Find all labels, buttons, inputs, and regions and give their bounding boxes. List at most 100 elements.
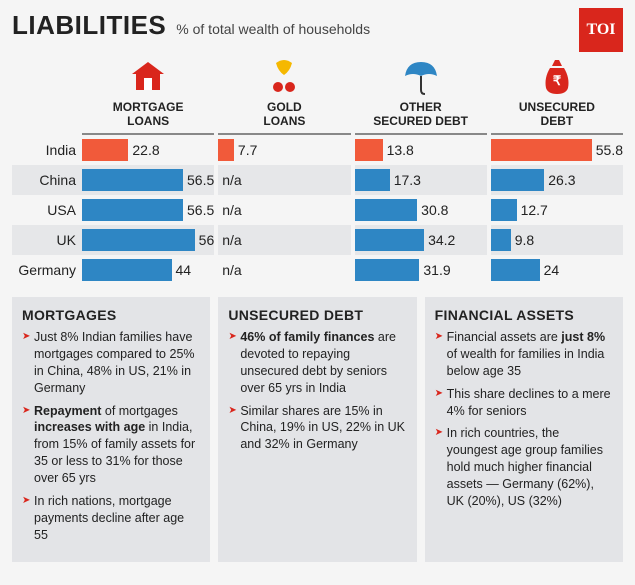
bar-row: n/a (218, 225, 350, 255)
note-column: MORTGAGES Just 8% Indian families have mo… (12, 297, 210, 562)
data-columns: MORTGAGE LOANS 22.8 56.5 56.5 5644 GOLD LOANS… (82, 49, 623, 285)
data-column-gold: GOLD LOANS 7.7 n/a n/a n/a n/a (218, 49, 350, 285)
data-column-mortgage: MORTGAGE LOANS 22.8 56.5 56.5 5644 (82, 49, 214, 285)
bar-row: 44 (82, 255, 214, 285)
column-header: MORTGAGE LOANS (82, 49, 214, 135)
bar (491, 199, 517, 221)
bar-row: 22.8 (82, 135, 214, 165)
header: LIABILITIES % of total wealth of househo… (12, 10, 623, 41)
bar-row: n/a (218, 195, 350, 225)
chart: IndiaChinaUSAUKGermany MORTGAGE LOANS 22.… (12, 49, 623, 285)
note-bullet: Similar shares are 15% in China, 19% in … (228, 403, 406, 454)
note-bullet: In rich nations, mortgage payments decli… (22, 493, 200, 544)
note-bullet: Just 8% Indian families have mortgages c… (22, 329, 200, 397)
bar-row: 31.9 (355, 255, 487, 285)
country-label: India (12, 135, 82, 165)
bar-row: 26.3 (491, 165, 623, 195)
column-header: ₹ UNSECURED DEBT (491, 49, 623, 135)
bar (355, 169, 390, 191)
bar-row: n/a (218, 255, 350, 285)
umbrella-icon (401, 57, 441, 97)
country-column: IndiaChinaUSAUKGermany (12, 49, 82, 285)
bar-row: 9.8 (491, 225, 623, 255)
bar (82, 169, 183, 191)
bar-value: 7.7 (234, 142, 257, 158)
note-column: FINANCIAL ASSETS Financial assets are jus… (425, 297, 623, 562)
bar-value: n/a (218, 172, 241, 188)
note-column: UNSECURED DEBT 46% of family finances are… (218, 297, 416, 562)
bar-row: 13.8 (355, 135, 487, 165)
column-label: UNSECURED DEBT (519, 101, 595, 129)
bar (82, 259, 172, 281)
bar-value: 22.8 (128, 142, 159, 158)
bar-row: 34.2 (355, 225, 487, 255)
bar-value: 56.5 (183, 202, 214, 218)
column-label: MORTGAGE LOANS (113, 101, 184, 129)
gold-icon (264, 57, 304, 97)
note-heading: UNSECURED DEBT (228, 307, 406, 323)
subtitle: % of total wealth of households (176, 21, 370, 37)
bar-value: 26.3 (544, 172, 575, 188)
bar-row: 17.3 (355, 165, 487, 195)
bar-row: 30.8 (355, 195, 487, 225)
note-bullet: Financial assets are just 8% of wealth f… (435, 329, 613, 380)
data-column-other_secured: OTHER SECURED DEBT 13.8 17.3 30.8 34.2 31.9 (355, 49, 487, 285)
bar-row: 56 (82, 225, 214, 255)
bar-value: 31.9 (419, 262, 450, 278)
bar-row: 24 (491, 255, 623, 285)
country-label: Germany (12, 255, 82, 285)
bar-row: 55.8 (491, 135, 623, 165)
toi-badge: TOI (579, 8, 623, 52)
column-label: GOLD LOANS (263, 101, 305, 129)
bar-value: 56.5 (183, 172, 214, 188)
column-label: OTHER SECURED DEBT (373, 101, 468, 129)
note-bullet: 46% of family finances are devoted to re… (228, 329, 406, 397)
note-bullet: This share declines to a mere 4% for sen… (435, 386, 613, 420)
bar-value: n/a (218, 202, 241, 218)
bar-value: n/a (218, 232, 241, 248)
bar-value: 34.2 (424, 232, 455, 248)
bar (491, 139, 592, 161)
column-header: OTHER SECURED DEBT (355, 49, 487, 135)
infographic: TOI LIABILITIES % of total wealth of hou… (0, 0, 635, 572)
moneybag-icon: ₹ (540, 57, 574, 97)
note-bullet: In rich countries, the youngest age grou… (435, 425, 613, 509)
bar-row: 12.7 (491, 195, 623, 225)
bar (82, 199, 183, 221)
note-heading: FINANCIAL ASSETS (435, 307, 613, 323)
bar (218, 139, 234, 161)
bar-value: 55.8 (592, 142, 623, 158)
bar-value: 30.8 (417, 202, 448, 218)
bar-value: 12.7 (517, 202, 548, 218)
bar-value: 44 (172, 262, 192, 278)
data-column-unsecured: ₹ UNSECURED DEBT 55.8 26.3 12.7 9.8 24 (491, 49, 623, 285)
bar-value: 9.8 (511, 232, 534, 248)
country-label: USA (12, 195, 82, 225)
note-bullet: Repayment of mortgages increases with ag… (22, 403, 200, 487)
bar-value: 24 (540, 262, 560, 278)
bar-row: n/a (218, 165, 350, 195)
bar-value: 17.3 (390, 172, 421, 188)
bar (82, 229, 195, 251)
bar (355, 199, 418, 221)
bar (355, 139, 383, 161)
bar-value: 13.8 (383, 142, 414, 158)
bar-row: 7.7 (218, 135, 350, 165)
bar-value: n/a (218, 262, 241, 278)
bar-row: 56.5 (82, 195, 214, 225)
bar (355, 259, 420, 281)
column-header: GOLD LOANS (218, 49, 350, 135)
title: LIABILITIES (12, 10, 166, 41)
country-label: China (12, 165, 82, 195)
note-heading: MORTGAGES (22, 307, 200, 323)
bar (491, 169, 545, 191)
bar (491, 229, 511, 251)
country-label: UK (12, 225, 82, 255)
bar (82, 139, 128, 161)
house-icon (128, 57, 168, 97)
bar-value: 56 (195, 232, 215, 248)
notes-section: MORTGAGES Just 8% Indian families have mo… (12, 297, 623, 562)
svg-text:₹: ₹ (553, 73, 562, 88)
bar-row: 56.5 (82, 165, 214, 195)
bar (355, 229, 425, 251)
